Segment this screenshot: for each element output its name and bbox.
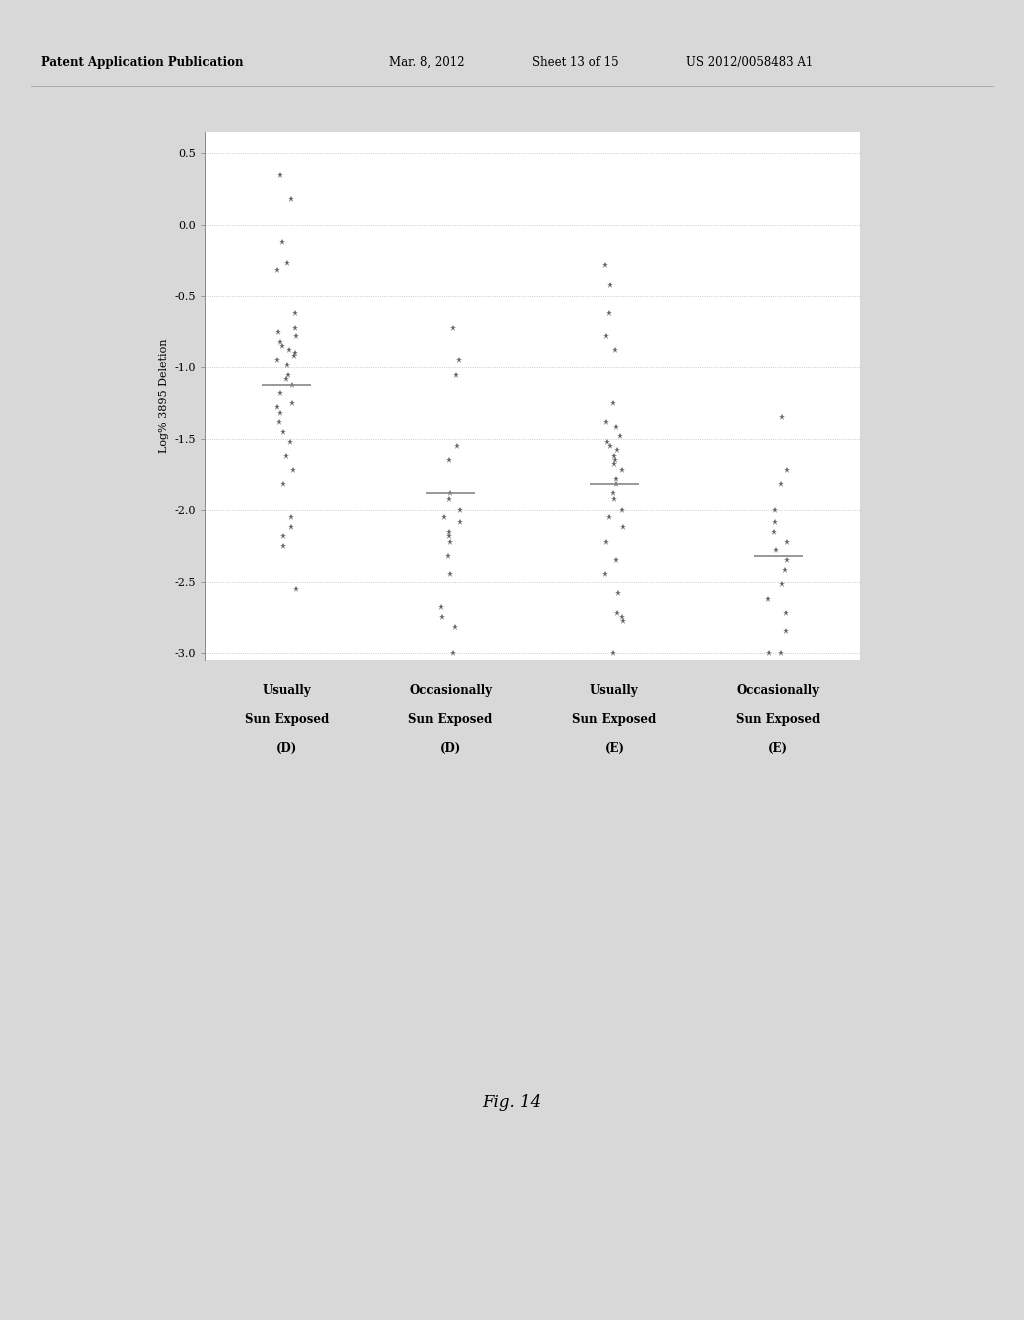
Text: Occasionally: Occasionally (736, 684, 820, 697)
Text: Sheet 13 of 15: Sheet 13 of 15 (532, 55, 620, 69)
Text: Fig. 14: Fig. 14 (482, 1094, 542, 1110)
Text: (D): (D) (276, 742, 297, 755)
Text: Mar. 8, 2012: Mar. 8, 2012 (389, 55, 465, 69)
Text: Occasionally: Occasionally (409, 684, 493, 697)
Y-axis label: Log% 3895 Deletion: Log% 3895 Deletion (159, 339, 169, 453)
Text: (E): (E) (604, 742, 625, 755)
Text: Usually: Usually (262, 684, 311, 697)
Text: (E): (E) (768, 742, 788, 755)
Text: Sun Exposed: Sun Exposed (409, 713, 493, 726)
Text: Sun Exposed: Sun Exposed (736, 713, 820, 726)
Text: Patent Application Publication: Patent Application Publication (41, 55, 244, 69)
Text: Usually: Usually (590, 684, 639, 697)
Text: Sun Exposed: Sun Exposed (245, 713, 329, 726)
Text: (D): (D) (440, 742, 461, 755)
Text: US 2012/0058483 A1: US 2012/0058483 A1 (686, 55, 813, 69)
Text: Sun Exposed: Sun Exposed (572, 713, 656, 726)
